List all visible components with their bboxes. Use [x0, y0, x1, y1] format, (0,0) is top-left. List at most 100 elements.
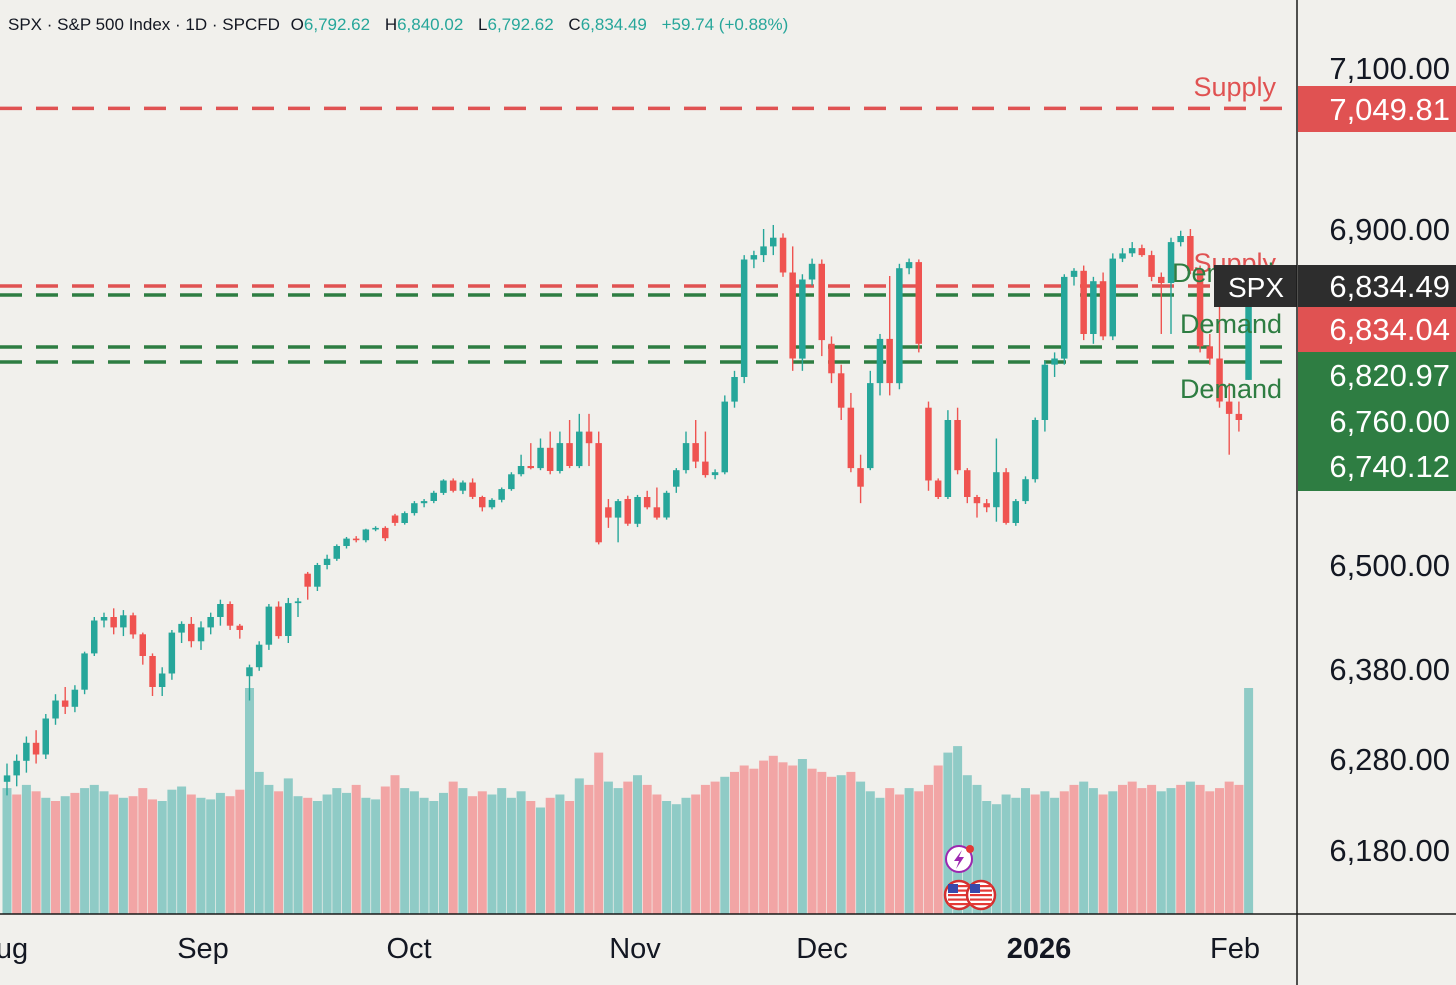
- volume-bar: [633, 775, 642, 914]
- demand-price-tag-value: 6,820.97: [1329, 358, 1450, 393]
- volume-bars: [2, 688, 1254, 914]
- volume-bar: [623, 781, 633, 914]
- candle-body: [1158, 276, 1165, 283]
- candle-body: [1022, 479, 1029, 502]
- candle-body: [702, 461, 709, 476]
- candle-body: [915, 262, 922, 344]
- candle-body: [236, 625, 243, 630]
- candle-body: [1051, 358, 1058, 365]
- volume-bar: [186, 794, 196, 914]
- volume-bar: [1137, 788, 1147, 914]
- candle-body: [595, 443, 602, 543]
- symbol-ticker[interactable]: SPX: [8, 15, 43, 34]
- volume-bar: [1224, 781, 1234, 914]
- candle-body: [42, 718, 49, 755]
- candle-body: [81, 653, 88, 690]
- candle-body: [23, 742, 30, 761]
- candle-body: [964, 470, 971, 497]
- candle-body: [643, 497, 651, 508]
- candle-body: [1012, 501, 1019, 523]
- volume-bar: [1069, 784, 1079, 914]
- volume-bar: [235, 789, 245, 914]
- candle-body: [527, 466, 534, 469]
- candle-body: [634, 497, 641, 524]
- candle-body: [653, 507, 661, 518]
- volume-bar: [118, 797, 128, 914]
- volume-bar: [80, 788, 90, 914]
- candle-body: [934, 480, 942, 497]
- volume-bar: [303, 797, 313, 914]
- candle-body: [1070, 270, 1078, 277]
- candle-body: [1109, 258, 1116, 337]
- open-value: 6,792.62: [303, 15, 371, 34]
- volume-bar: [739, 765, 749, 914]
- candle-body: [905, 262, 913, 269]
- time-tick-label: Feb: [1210, 933, 1260, 965]
- volume-bar: [196, 797, 206, 914]
- symbol-header[interactable]: SPX · S&P 500 Index · 1D · SPCFD O6,792.…: [8, 15, 788, 35]
- volume-bar: [749, 768, 759, 914]
- volume-bar: [788, 765, 798, 914]
- candle-body: [372, 527, 379, 530]
- us-flag-icon[interactable]: [965, 879, 997, 911]
- lightning-event-icon[interactable]: [945, 845, 974, 873]
- candle-body: [333, 546, 340, 559]
- volume-bar: [962, 775, 972, 914]
- volume-bar: [1021, 788, 1030, 914]
- event-markers[interactable]: [943, 845, 997, 911]
- time-axis[interactable]: ug Sep Oct Nov Dec 2026 Feb: [0, 933, 1260, 965]
- interval-label[interactable]: 1D: [185, 15, 208, 34]
- candle-body: [323, 558, 331, 565]
- volume-bar: [128, 796, 138, 914]
- symbol-price-tag: [1214, 265, 1297, 307]
- volume-bar: [225, 796, 235, 914]
- volume-bar: [924, 784, 933, 914]
- candle-body: [129, 615, 137, 635]
- volume-bar: [254, 771, 264, 914]
- volume-bar: [206, 799, 216, 914]
- volume-bar: [1040, 791, 1050, 914]
- candle-body: [1225, 401, 1233, 414]
- candle-body: [789, 272, 796, 359]
- candle-body: [779, 237, 787, 273]
- candle-body: [13, 760, 20, 776]
- candle-body: [847, 407, 855, 469]
- volume-bar: [1147, 784, 1157, 914]
- volume-bar: [982, 801, 992, 914]
- time-tick-label: 2026: [1007, 933, 1072, 965]
- volume-bar: [953, 746, 963, 914]
- candle-body: [168, 632, 176, 674]
- volume-bar: [943, 752, 953, 914]
- price-tick-label: 6,180.00: [1329, 833, 1450, 868]
- volume-bar: [1205, 791, 1215, 914]
- volume-bar: [322, 794, 332, 914]
- volume-bar: [31, 791, 41, 914]
- volume-bar: [138, 788, 148, 914]
- volume-bar: [41, 797, 51, 914]
- volume-bar: [1001, 794, 1011, 914]
- volume-bar: [1098, 794, 1108, 914]
- candle-body: [1138, 248, 1146, 256]
- candle-body: [1041, 364, 1049, 420]
- price-axis[interactable]: 7,100.00 6,900.00 6,500.00 6,380.00 6,280.00…: [1298, 51, 1456, 868]
- candle-body: [692, 443, 699, 462]
- candle-body: [1245, 286, 1252, 380]
- candle-body: [91, 620, 98, 654]
- volume-bar: [342, 792, 351, 914]
- volume-bar: [245, 688, 254, 914]
- demand-price-tag-value: 6,760.00: [1329, 404, 1450, 439]
- candle-body: [285, 603, 292, 636]
- candle-body: [517, 466, 525, 475]
- volume-bar: [681, 797, 691, 914]
- candle-body: [857, 468, 864, 487]
- volume-bar: [856, 781, 866, 914]
- candle-body: [430, 492, 437, 501]
- candle-body: [1206, 346, 1213, 359]
- candle-body: [1148, 255, 1155, 277]
- volume-bar: [497, 788, 507, 914]
- candle-body: [110, 617, 117, 628]
- candle-body: [100, 617, 108, 621]
- volume-bar: [1166, 788, 1176, 914]
- candle-body: [188, 623, 195, 642]
